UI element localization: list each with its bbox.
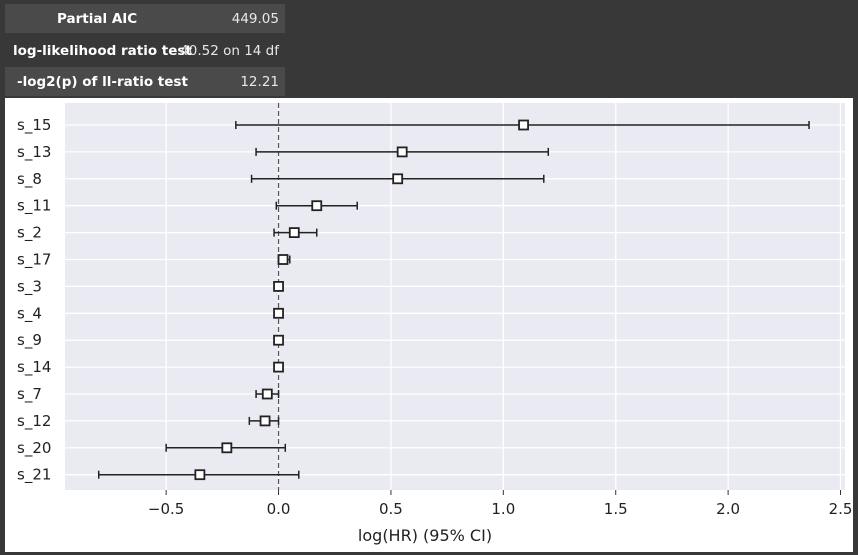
y-tick-label-s_21: s_21 bbox=[17, 466, 51, 485]
y-tick-label-s_12: s_12 bbox=[17, 412, 51, 431]
log2p-label: -log2(p) of ll-ratio test bbox=[17, 73, 188, 90]
y-tick-label-s_2: s_2 bbox=[17, 224, 42, 243]
y-tick-label-s_3: s_3 bbox=[17, 277, 42, 296]
x-tick-label: 2.0 bbox=[716, 500, 740, 518]
partial-aic-value: 449.05 bbox=[231, 10, 279, 27]
summary-row-log2p: -log2(p) of ll-ratio test 12.21 bbox=[5, 67, 285, 96]
estimate-marker-s_21 bbox=[194, 469, 206, 481]
x-tick-label: 2.5 bbox=[829, 500, 853, 518]
y-tick-label-s_13: s_13 bbox=[17, 143, 51, 162]
point-estimates bbox=[194, 119, 529, 481]
y-tick-labels: s_15 s_13 s_8 s_11 s_2 s_17 s_3 s_4 s_9 s_14 s_7 s_… bbox=[17, 116, 51, 485]
forest-plot-panel: s_15 s_13 s_8 s_11 s_2 s_17 s_3 s_4 s_9 s_14 s_7 s_… bbox=[5, 98, 853, 552]
estimate-marker-s_4 bbox=[273, 307, 284, 319]
x-tick-label: 0.5 bbox=[379, 500, 403, 518]
x-axis-label: log(HR) (95% CI) bbox=[358, 526, 492, 545]
y-tick-label-s_8: s_8 bbox=[17, 170, 42, 189]
log2p-value: 12.21 bbox=[240, 73, 279, 90]
y-tick-label-s_7: s_7 bbox=[17, 385, 42, 404]
y-tick-label-s_11: s_11 bbox=[17, 197, 51, 216]
estimate-marker-s_7 bbox=[261, 388, 273, 400]
x-tick-label: 1.5 bbox=[604, 500, 628, 518]
estimate-marker-s_15 bbox=[518, 119, 529, 131]
estimate-marker-s_8 bbox=[392, 173, 404, 185]
y-tick-label-s_4: s_4 bbox=[17, 304, 42, 323]
x-tick-label: −0.5 bbox=[148, 500, 184, 518]
estimate-marker-s_20 bbox=[221, 442, 233, 454]
y-tick-label-s_20: s_20 bbox=[17, 439, 51, 458]
x-tick-label: 1.0 bbox=[491, 500, 515, 518]
plot-area bbox=[65, 103, 845, 490]
estimate-marker-s_14 bbox=[273, 361, 284, 373]
estimate-marker-s_13 bbox=[396, 146, 408, 158]
estimate-marker-s_9 bbox=[273, 334, 284, 346]
summary-row-partial-aic: Partial AIC 449.05 bbox=[5, 4, 285, 33]
x-tick-labels: −0.5 0.0 0.5 1.0 1.5 2.0 2.5 bbox=[148, 490, 853, 518]
estimate-marker-s_2 bbox=[288, 227, 300, 239]
y-tick-label-s_9: s_9 bbox=[17, 331, 42, 350]
y-tick-label-s_17: s_17 bbox=[17, 251, 51, 270]
estimate-marker-s_11 bbox=[311, 200, 323, 212]
estimate-marker-s_3 bbox=[273, 280, 284, 292]
partial-aic-label: Partial AIC bbox=[57, 10, 138, 27]
llr-test-value: 40.52 on 14 df bbox=[180, 42, 279, 59]
y-tick-label-s_15: s_15 bbox=[17, 116, 51, 135]
forest-plot: s_15 s_13 s_8 s_11 s_2 s_17 s_3 s_4 s_9 s_14 s_7 s_… bbox=[17, 103, 853, 545]
x-tick-label: 0.0 bbox=[267, 500, 291, 518]
estimate-marker-s_12 bbox=[259, 415, 271, 427]
summary-row-llr-test: log-likelihood ratio test 40.52 on 14 df bbox=[5, 36, 295, 65]
estimate-marker-s_17 bbox=[277, 254, 289, 265]
llr-test-label: log-likelihood ratio test bbox=[13, 42, 192, 59]
y-tick-label-s_14: s_14 bbox=[17, 358, 51, 377]
